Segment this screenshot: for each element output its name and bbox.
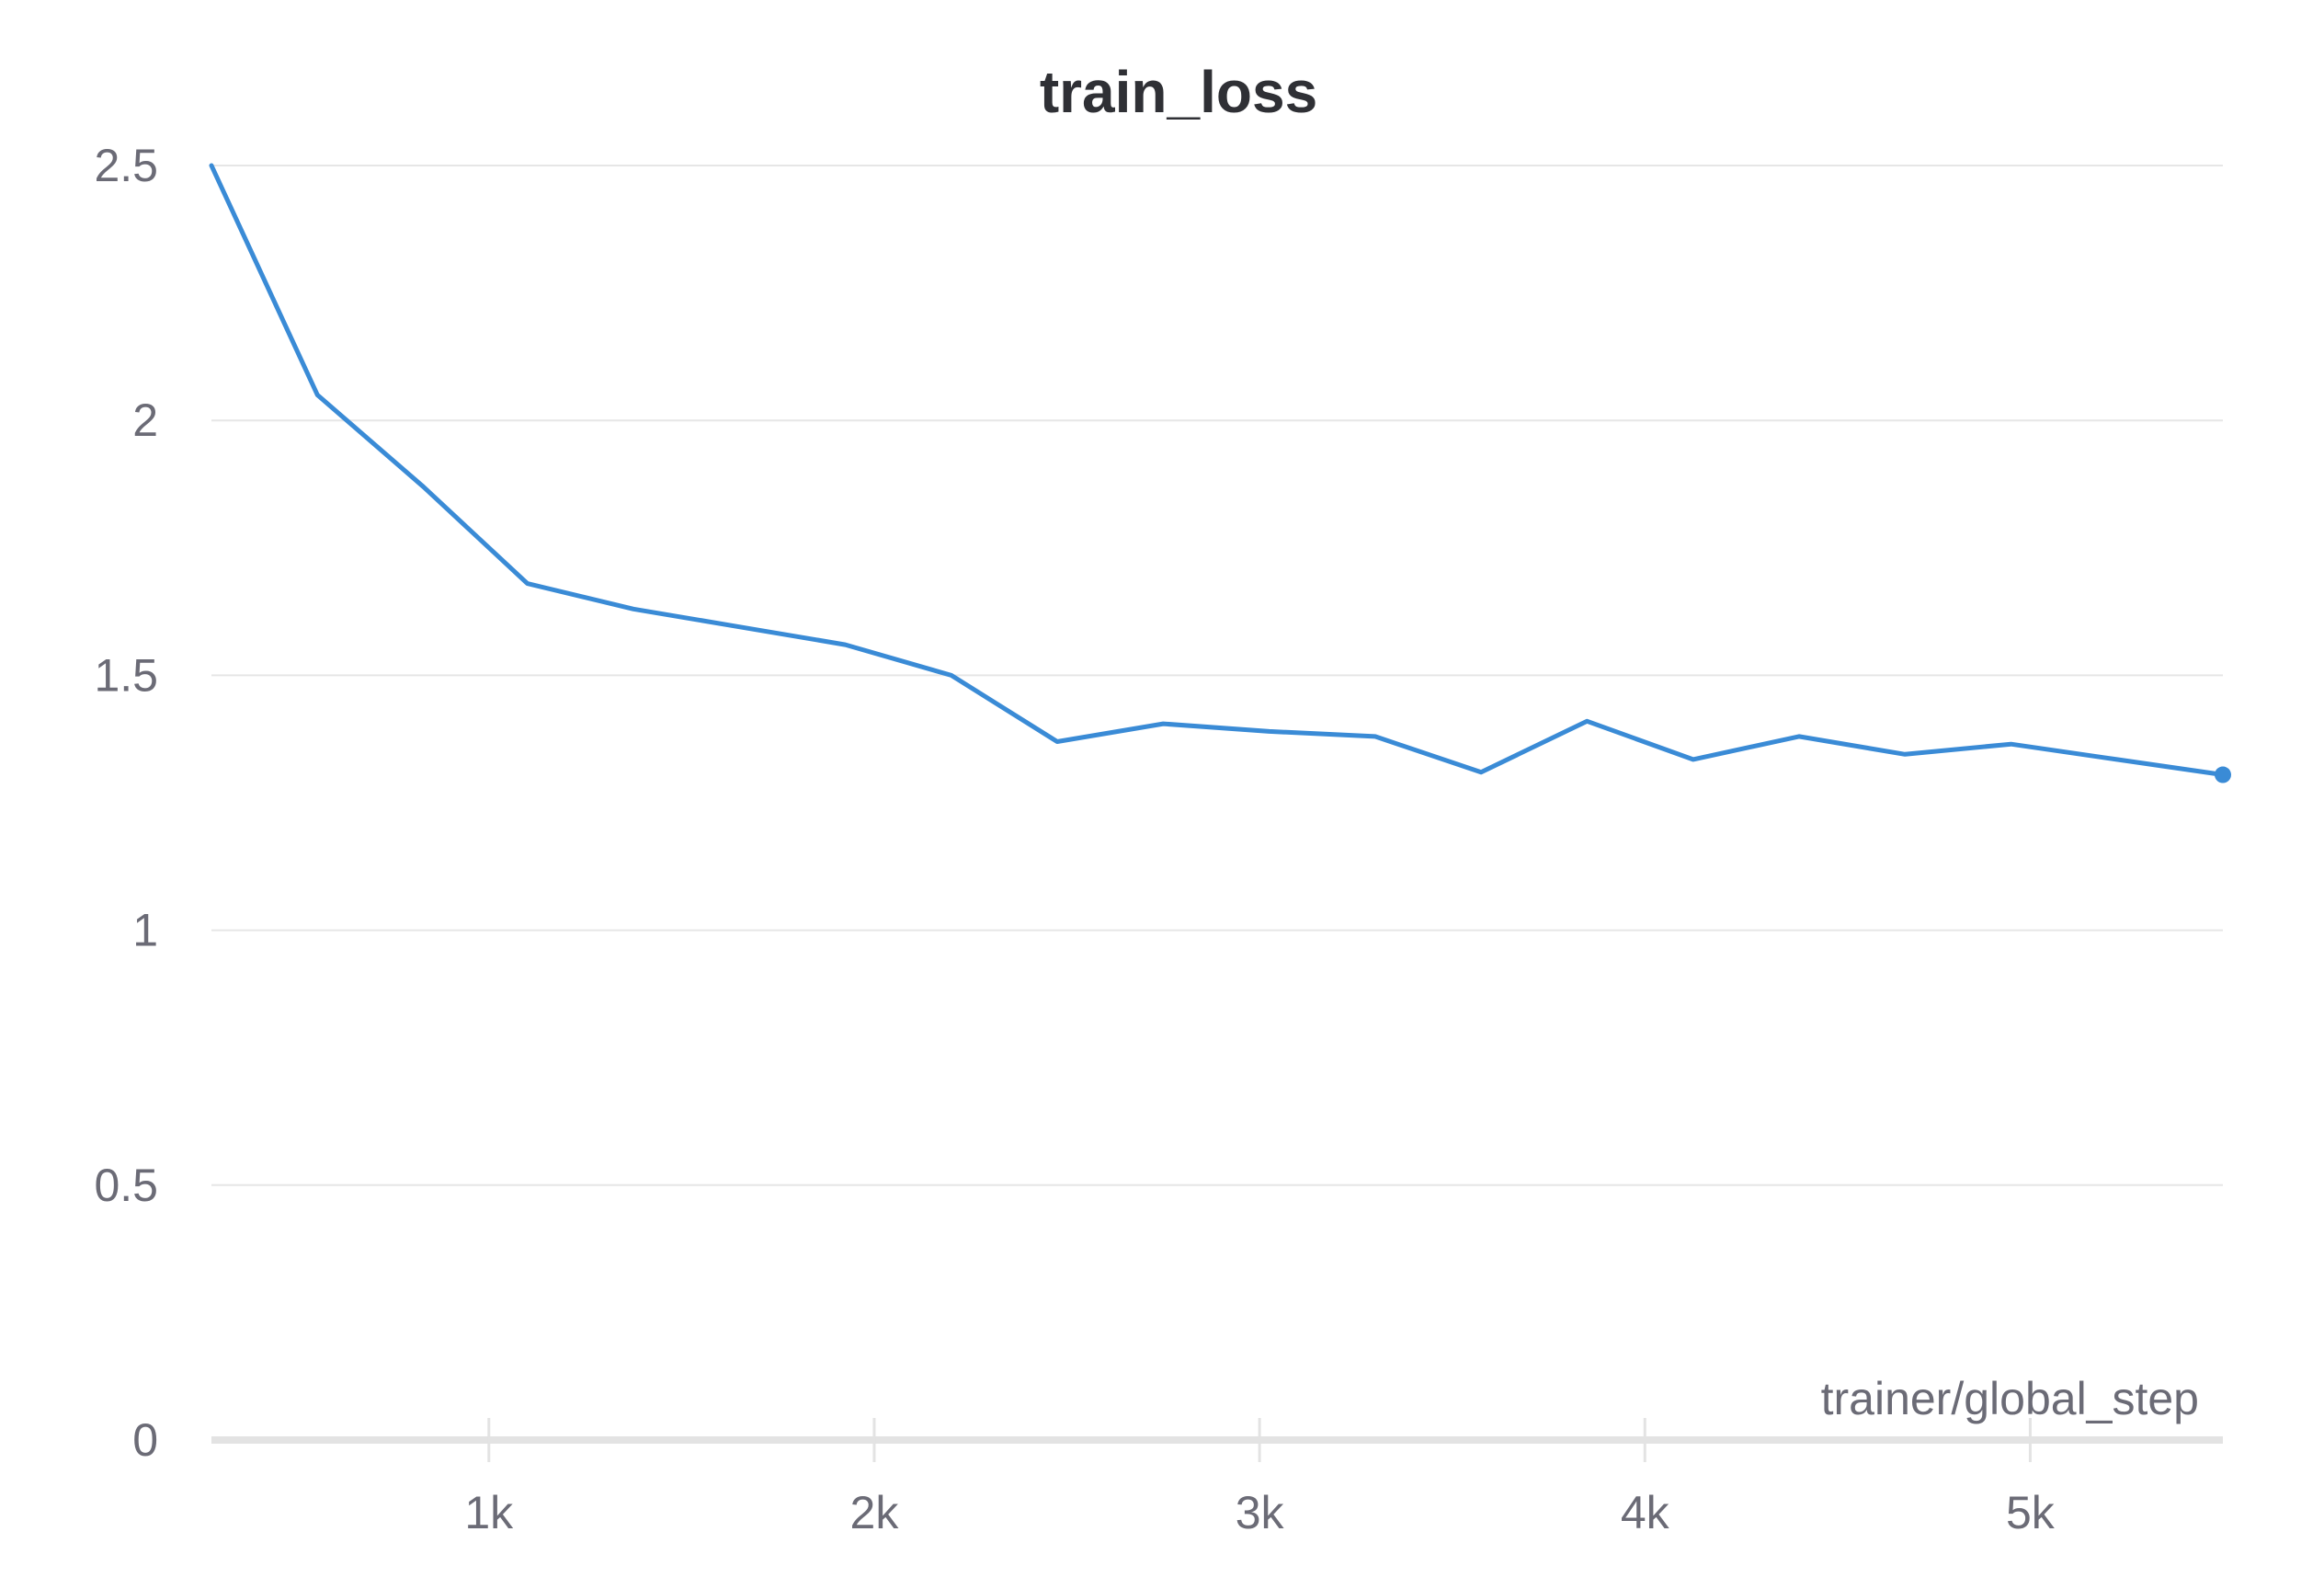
y-tick-label: 2	[132, 394, 158, 446]
data-point	[1163, 724, 1164, 725]
data-point	[423, 486, 424, 487]
y-tick-label: 2.5	[94, 140, 158, 191]
data-point	[1798, 736, 1799, 737]
data-point	[317, 394, 318, 395]
last-data-point	[2215, 766, 2231, 783]
y-tick-label: 0.5	[94, 1160, 158, 1211]
x-tick-label: 2k	[850, 1487, 900, 1538]
data-point	[527, 583, 528, 584]
x-axis	[211, 1418, 2223, 1462]
data-point	[1587, 721, 1588, 722]
data-point	[845, 645, 846, 646]
chart-title: train_loss	[1040, 59, 1317, 125]
train-loss-series-line	[209, 163, 2226, 777]
data-point	[1905, 754, 1906, 755]
x-axis-tick-labels: 1k 2k 3k 4k 5k	[464, 1487, 2055, 1538]
grid-lines	[211, 165, 2223, 1186]
y-tick-label: 0	[132, 1414, 158, 1466]
y-tick-label: 1.5	[94, 649, 158, 701]
x-tick-label: 3k	[1236, 1487, 1285, 1538]
data-point	[739, 626, 740, 627]
data-point	[1374, 736, 1375, 737]
series-layer	[209, 163, 2231, 783]
data-point	[1057, 741, 1058, 742]
data-point	[1692, 759, 1693, 760]
y-axis-tick-labels: 0 0.5 1 1.5 2 2.5	[94, 140, 158, 1466]
data-point	[632, 609, 633, 610]
x-tick-label: 1k	[464, 1487, 514, 1538]
x-tick-label: 5k	[2006, 1487, 2056, 1538]
x-tick-label: 4k	[1621, 1487, 1670, 1538]
y-tick-label: 1	[132, 905, 158, 956]
data-point	[1269, 731, 1270, 732]
data-point	[2116, 759, 2117, 760]
x-axis-label: trainer/global_step	[1821, 1373, 2199, 1424]
